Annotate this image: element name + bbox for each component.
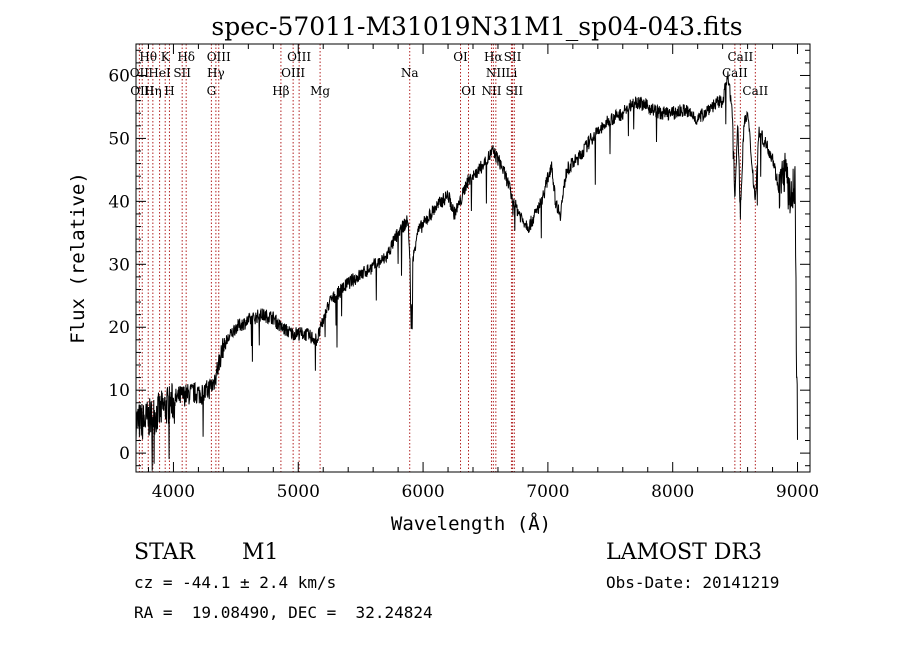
y-tick-label: 30: [108, 255, 130, 275]
line-label: Li: [506, 66, 518, 80]
y-tick-label: 50: [108, 129, 130, 149]
x-tick-label: 5000: [277, 482, 320, 502]
line-label: NII: [486, 66, 506, 80]
y-tick-label: 0: [119, 444, 130, 464]
line-label: OI: [461, 84, 476, 98]
line-label: OIII: [207, 50, 231, 64]
line-label: Hβ: [272, 84, 289, 98]
line-label: CaII: [742, 84, 768, 98]
y-axis: 0 10 20 30 40 50 60: [108, 49, 810, 467]
line-label: Hη: [144, 84, 162, 98]
x-tick-label: 8000: [651, 482, 694, 502]
y-tick-label: 10: [108, 381, 130, 401]
redshift-cz: cz = -44.1 ± 2.4 km/s: [134, 573, 337, 592]
line-label: Hα: [484, 50, 503, 64]
x-tick-label: 7000: [526, 482, 569, 502]
x-axis: 4000 5000 6000 7000 8000 9000: [147, 44, 819, 502]
line-label: OII: [130, 66, 150, 80]
line-label: OIII: [281, 66, 305, 80]
line-label: SII: [504, 50, 522, 64]
line-label: HeI: [148, 66, 171, 80]
line-label: K: [161, 50, 171, 64]
line-label: SII: [173, 66, 191, 80]
line-label: CaII: [722, 66, 748, 80]
line-label: G: [207, 84, 217, 98]
x-axis-label: Wavelength (Å): [391, 512, 551, 535]
line-label: OIII: [287, 50, 311, 64]
x-tick-label: 9000: [776, 482, 819, 502]
chart-title: spec-57011-M31019N31M1_sp04-043.fits: [211, 12, 742, 41]
line-label: Mg: [310, 84, 330, 98]
obs-date: Obs-Date: 20141219: [606, 573, 780, 592]
y-tick-label: 20: [108, 318, 130, 338]
spectrum-line: [135, 71, 798, 471]
y-axis-label: Flux (relative): [67, 172, 89, 344]
y-tick-label: 60: [108, 66, 130, 86]
line-label: Hδ: [177, 50, 195, 64]
line-label: Hθ: [139, 50, 157, 64]
x-tick-label: 4000: [152, 482, 195, 502]
coordinates: RA = 19.08490, DEC = 32.24824: [134, 603, 433, 622]
x-tick-label: 6000: [401, 482, 444, 502]
line-label: SII: [505, 84, 523, 98]
line-label: H: [164, 84, 174, 98]
line-label: Hγ: [207, 66, 225, 80]
line-label: OI: [453, 50, 468, 64]
y-tick-label: 40: [108, 192, 130, 212]
line-label: Na: [401, 66, 419, 80]
line-label: NII: [481, 84, 501, 98]
line-label: CaII: [727, 50, 753, 64]
object-class: STAR: [134, 540, 195, 565]
object-subclass: M1: [242, 540, 279, 565]
survey-name: LAMOST DR3: [606, 540, 762, 565]
